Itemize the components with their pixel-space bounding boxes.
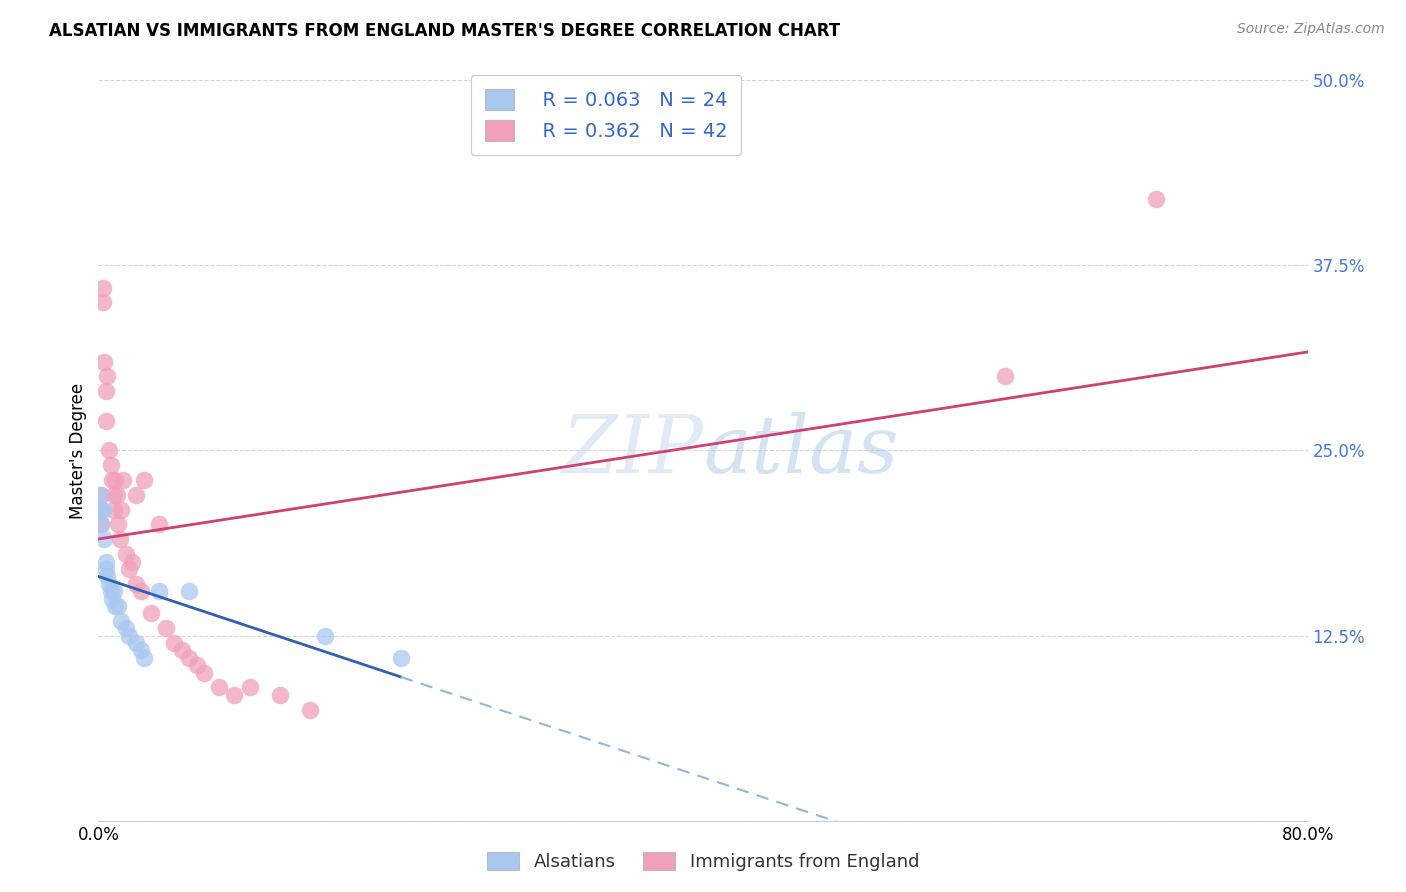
- Point: [90, 517, 112, 532]
- Point: [114, 621, 136, 635]
- Point: [155, 621, 177, 635]
- Point: [114, 547, 136, 561]
- Point: [103, 502, 125, 516]
- Point: [239, 681, 262, 695]
- Point: [110, 614, 132, 628]
- Point: [125, 576, 148, 591]
- Point: [98, 443, 121, 458]
- Point: [994, 369, 1017, 384]
- Point: [125, 636, 148, 650]
- Point: [96, 569, 118, 583]
- Text: ZIP: ZIP: [561, 412, 703, 489]
- Point: [170, 643, 193, 657]
- Point: [389, 650, 412, 665]
- Point: [103, 488, 125, 502]
- Text: atlas: atlas: [703, 412, 898, 489]
- Legend:   R = 0.063   N = 24,   R = 0.362   N = 42: R = 0.063 N = 24, R = 0.362 N = 42: [471, 75, 741, 154]
- Point: [314, 628, 336, 642]
- Text: Source: ZipAtlas.com: Source: ZipAtlas.com: [1237, 22, 1385, 37]
- Legend: Alsatians, Immigrants from England: Alsatians, Immigrants from England: [479, 845, 927, 879]
- Point: [132, 650, 155, 665]
- Point: [193, 665, 215, 680]
- Point: [93, 354, 115, 368]
- Point: [1144, 192, 1167, 206]
- Point: [108, 533, 131, 547]
- Point: [121, 555, 143, 569]
- Point: [90, 502, 112, 516]
- Y-axis label: Master's Degree: Master's Degree: [69, 383, 87, 518]
- Point: [104, 599, 127, 613]
- Point: [94, 555, 117, 569]
- Point: [91, 280, 114, 294]
- Point: [118, 562, 141, 576]
- Point: [269, 688, 291, 702]
- Point: [125, 488, 148, 502]
- Point: [141, 607, 163, 621]
- Point: [101, 473, 124, 487]
- Point: [129, 584, 152, 599]
- Point: [107, 517, 129, 532]
- Point: [148, 517, 170, 532]
- Point: [94, 414, 117, 428]
- Point: [132, 473, 155, 487]
- Point: [107, 599, 129, 613]
- Point: [110, 502, 132, 516]
- Point: [105, 488, 128, 502]
- Text: ALSATIAN VS IMMIGRANTS FROM ENGLAND MASTER'S DEGREE CORRELATION CHART: ALSATIAN VS IMMIGRANTS FROM ENGLAND MAST…: [49, 22, 841, 40]
- Point: [100, 458, 122, 473]
- Point: [90, 517, 112, 532]
- Point: [224, 688, 246, 702]
- Point: [103, 584, 125, 599]
- Point: [94, 562, 117, 576]
- Point: [208, 681, 231, 695]
- Point: [96, 369, 118, 384]
- Point: [91, 502, 114, 516]
- Point: [104, 473, 127, 487]
- Point: [148, 584, 170, 599]
- Point: [186, 658, 208, 673]
- Point: [179, 584, 201, 599]
- Point: [129, 643, 152, 657]
- Point: [93, 533, 115, 547]
- Point: [101, 591, 124, 606]
- Point: [91, 295, 114, 310]
- Point: [118, 628, 141, 642]
- Point: [299, 703, 322, 717]
- Point: [98, 576, 121, 591]
- Point: [90, 488, 112, 502]
- Point: [89, 488, 111, 502]
- Point: [89, 502, 111, 516]
- Point: [94, 384, 117, 399]
- Point: [111, 473, 134, 487]
- Point: [163, 636, 186, 650]
- Point: [179, 650, 201, 665]
- Point: [100, 584, 122, 599]
